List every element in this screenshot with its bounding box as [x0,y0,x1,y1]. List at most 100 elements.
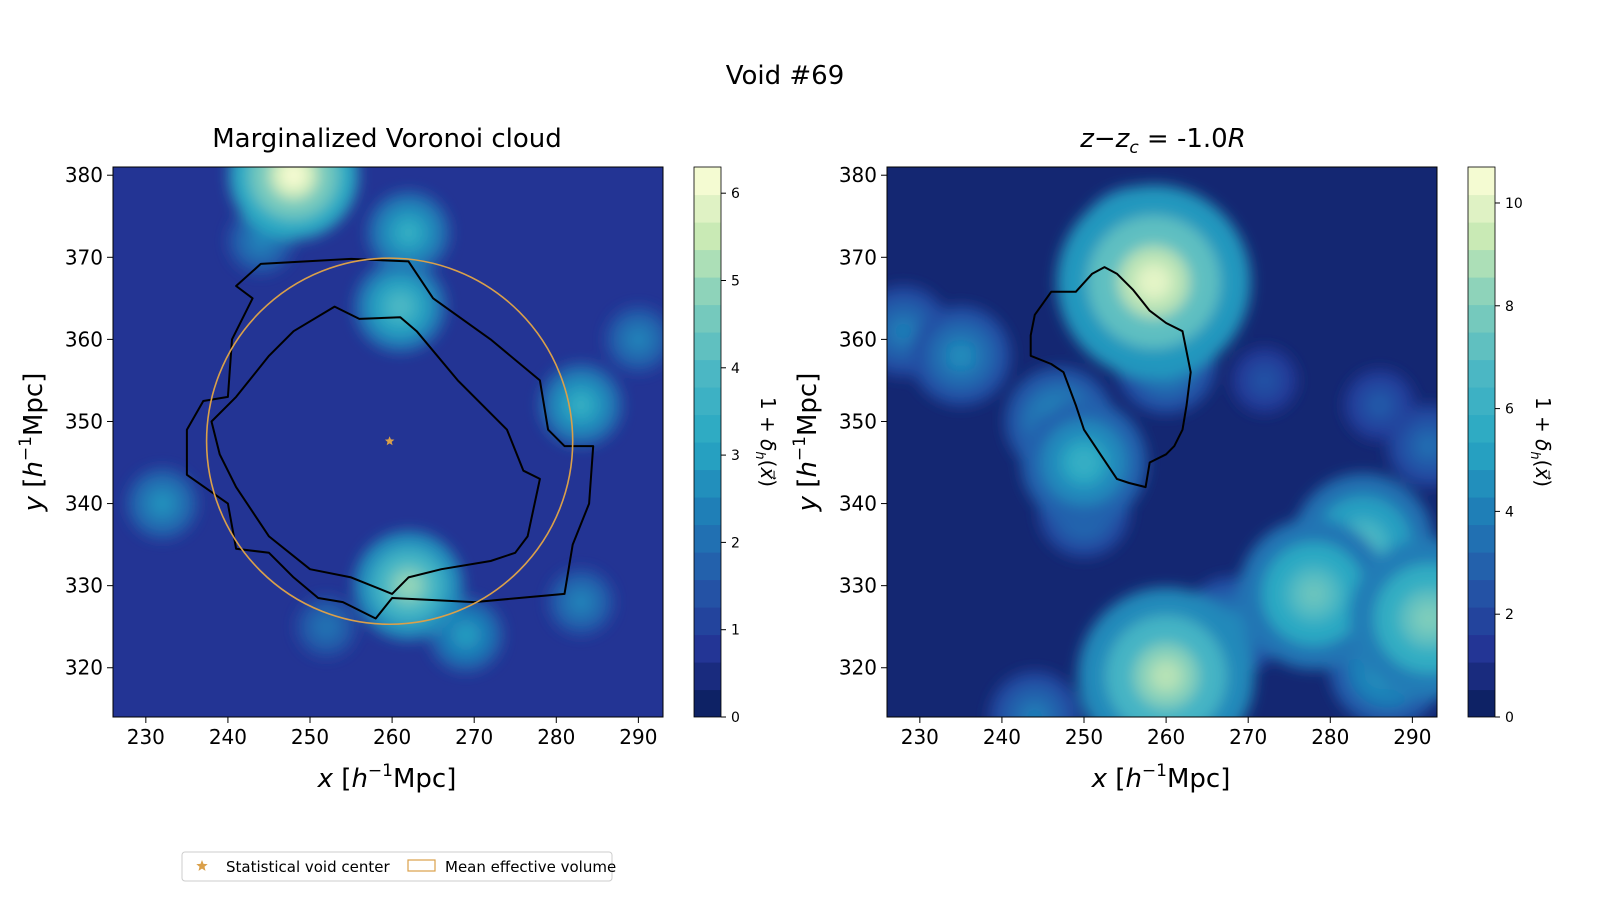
colorbar-step [694,304,721,333]
colorbar-step [1468,167,1495,196]
colorbar-step [1468,579,1495,608]
colorbar [694,167,721,717]
x-tick-label: 280 [1311,725,1349,749]
density-peak [1421,438,1437,454]
x-tick-label: 230 [127,725,165,749]
density-peak [400,225,417,241]
colorbar-frame [1467,166,1496,718]
y-axis-label: y [h−1Mpc] [16,373,49,513]
colorbar-tick-label: 6 [731,186,740,202]
colorbar-step [1468,689,1495,717]
colorbar-step [694,222,721,251]
colorbar-step [694,414,721,443]
colorbar-step [694,607,721,636]
colorbar [1468,167,1495,717]
y-tick-label: 330 [839,574,877,598]
x-tick-label: 280 [537,725,575,749]
colorbar-step [694,332,721,361]
density-peak [1135,264,1172,300]
y-tick-label: 370 [839,245,877,269]
colorbar-tick-label: 6 [1505,402,1514,418]
y-tick-label: 360 [65,327,103,351]
plot-area [113,167,663,717]
legend-frame [181,851,613,882]
colorbar-step [694,552,721,581]
x-tick-label: 250 [291,725,329,749]
colorbar-step [1468,442,1495,471]
x-tick-label: 240 [983,725,1021,749]
y-tick-label: 340 [839,492,877,516]
colorbar-label: 1 + δh(x⃗) [1527,397,1555,487]
colorbar-frame [693,166,722,718]
y-tick-label: 350 [839,409,877,433]
figure-suptitle: Void #69 [726,61,845,91]
colorbar-step [694,194,721,223]
colorbar-step [1468,222,1495,251]
colorbar-tick-label: 5 [731,273,740,289]
density-peak [1373,398,1387,412]
colorbar-tick-label: 1 [731,623,740,639]
density-peak [281,167,306,188]
y-tick-label: 360 [839,327,877,351]
density-peak [1072,450,1096,475]
density-peak [574,596,587,609]
colorbar-step [1468,607,1495,636]
panel-title: Marginalized Voronoi cloud [212,124,562,154]
density-peak [1026,708,1044,717]
colorbar-step [1468,497,1495,526]
colorbar-step [694,442,721,471]
colorbar-tick-label: 0 [731,710,740,726]
colorbar-step [1468,469,1495,498]
colorbar-step [1468,552,1495,581]
plot-frame [886,166,1438,718]
colorbar-step [694,524,721,553]
void-center-marker [384,436,395,446]
y-tick-label: 320 [839,656,877,680]
colorbar-step [694,634,721,663]
colorbar-tick-label: 4 [731,361,740,377]
density-peak [951,346,971,365]
x-tick-label: 270 [455,725,493,749]
density-peak [320,621,332,633]
colorbar-step [694,689,721,717]
colorbar-tick-label: 3 [731,448,740,464]
colorbar-step [1468,414,1495,443]
x-tick-label: 260 [373,725,411,749]
x-tick-label: 260 [1147,725,1185,749]
x-tick-label: 230 [901,725,939,749]
colorbar-tick-label: 4 [1505,504,1514,520]
density-peak [895,322,912,340]
density-peak [155,497,169,511]
colorbar-tick-label: 2 [1505,607,1514,623]
colorbar-ticks: 0 1 2 3 4 5 6 [721,186,740,726]
x-axis: 230 240 250 260 270 280 290 [127,717,657,749]
density-peak [1299,579,1328,608]
panel-voronoi-cloud: Marginalized Voronoi cloud 230 2 4 0 250 260 2… [16,124,780,794]
colorbar-step [694,662,721,691]
y-tick-label: 350 [65,409,103,433]
legend-label-effective-volume: Mean effective volume [445,858,616,876]
colorbar-step [1468,277,1495,306]
effective-volume-circle [205,257,574,626]
colorbar-step [694,167,721,196]
colorbar-tick-label: 2 [731,535,740,551]
panel-title: z−zc = -1.0R [1079,124,1246,158]
x-axis-label: x [h−1Mpc] [1091,761,1231,794]
density-peak [459,628,473,642]
x-axis: 230 240 250 260 270 280 290 [901,717,1431,749]
panel-slice: z−zc = -1.0R 230 240 250 260 270 280 290 32033… [790,124,1555,794]
rectangle-icon [407,859,436,872]
void-contour [210,305,541,595]
colorbar-step [1468,634,1495,663]
colorbar-step [694,497,721,526]
y-tick-label: 370 [65,245,103,269]
y-axis: 320 330 340 350 360 370 380 [65,163,113,680]
y-tick-label: 380 [839,163,877,187]
colorbar-step [1468,359,1495,388]
plot-frame [112,166,664,718]
x-tick-label: 290 [1393,725,1431,749]
density-peak [1149,659,1183,693]
colorbar-tick-label: 0 [1505,710,1514,726]
